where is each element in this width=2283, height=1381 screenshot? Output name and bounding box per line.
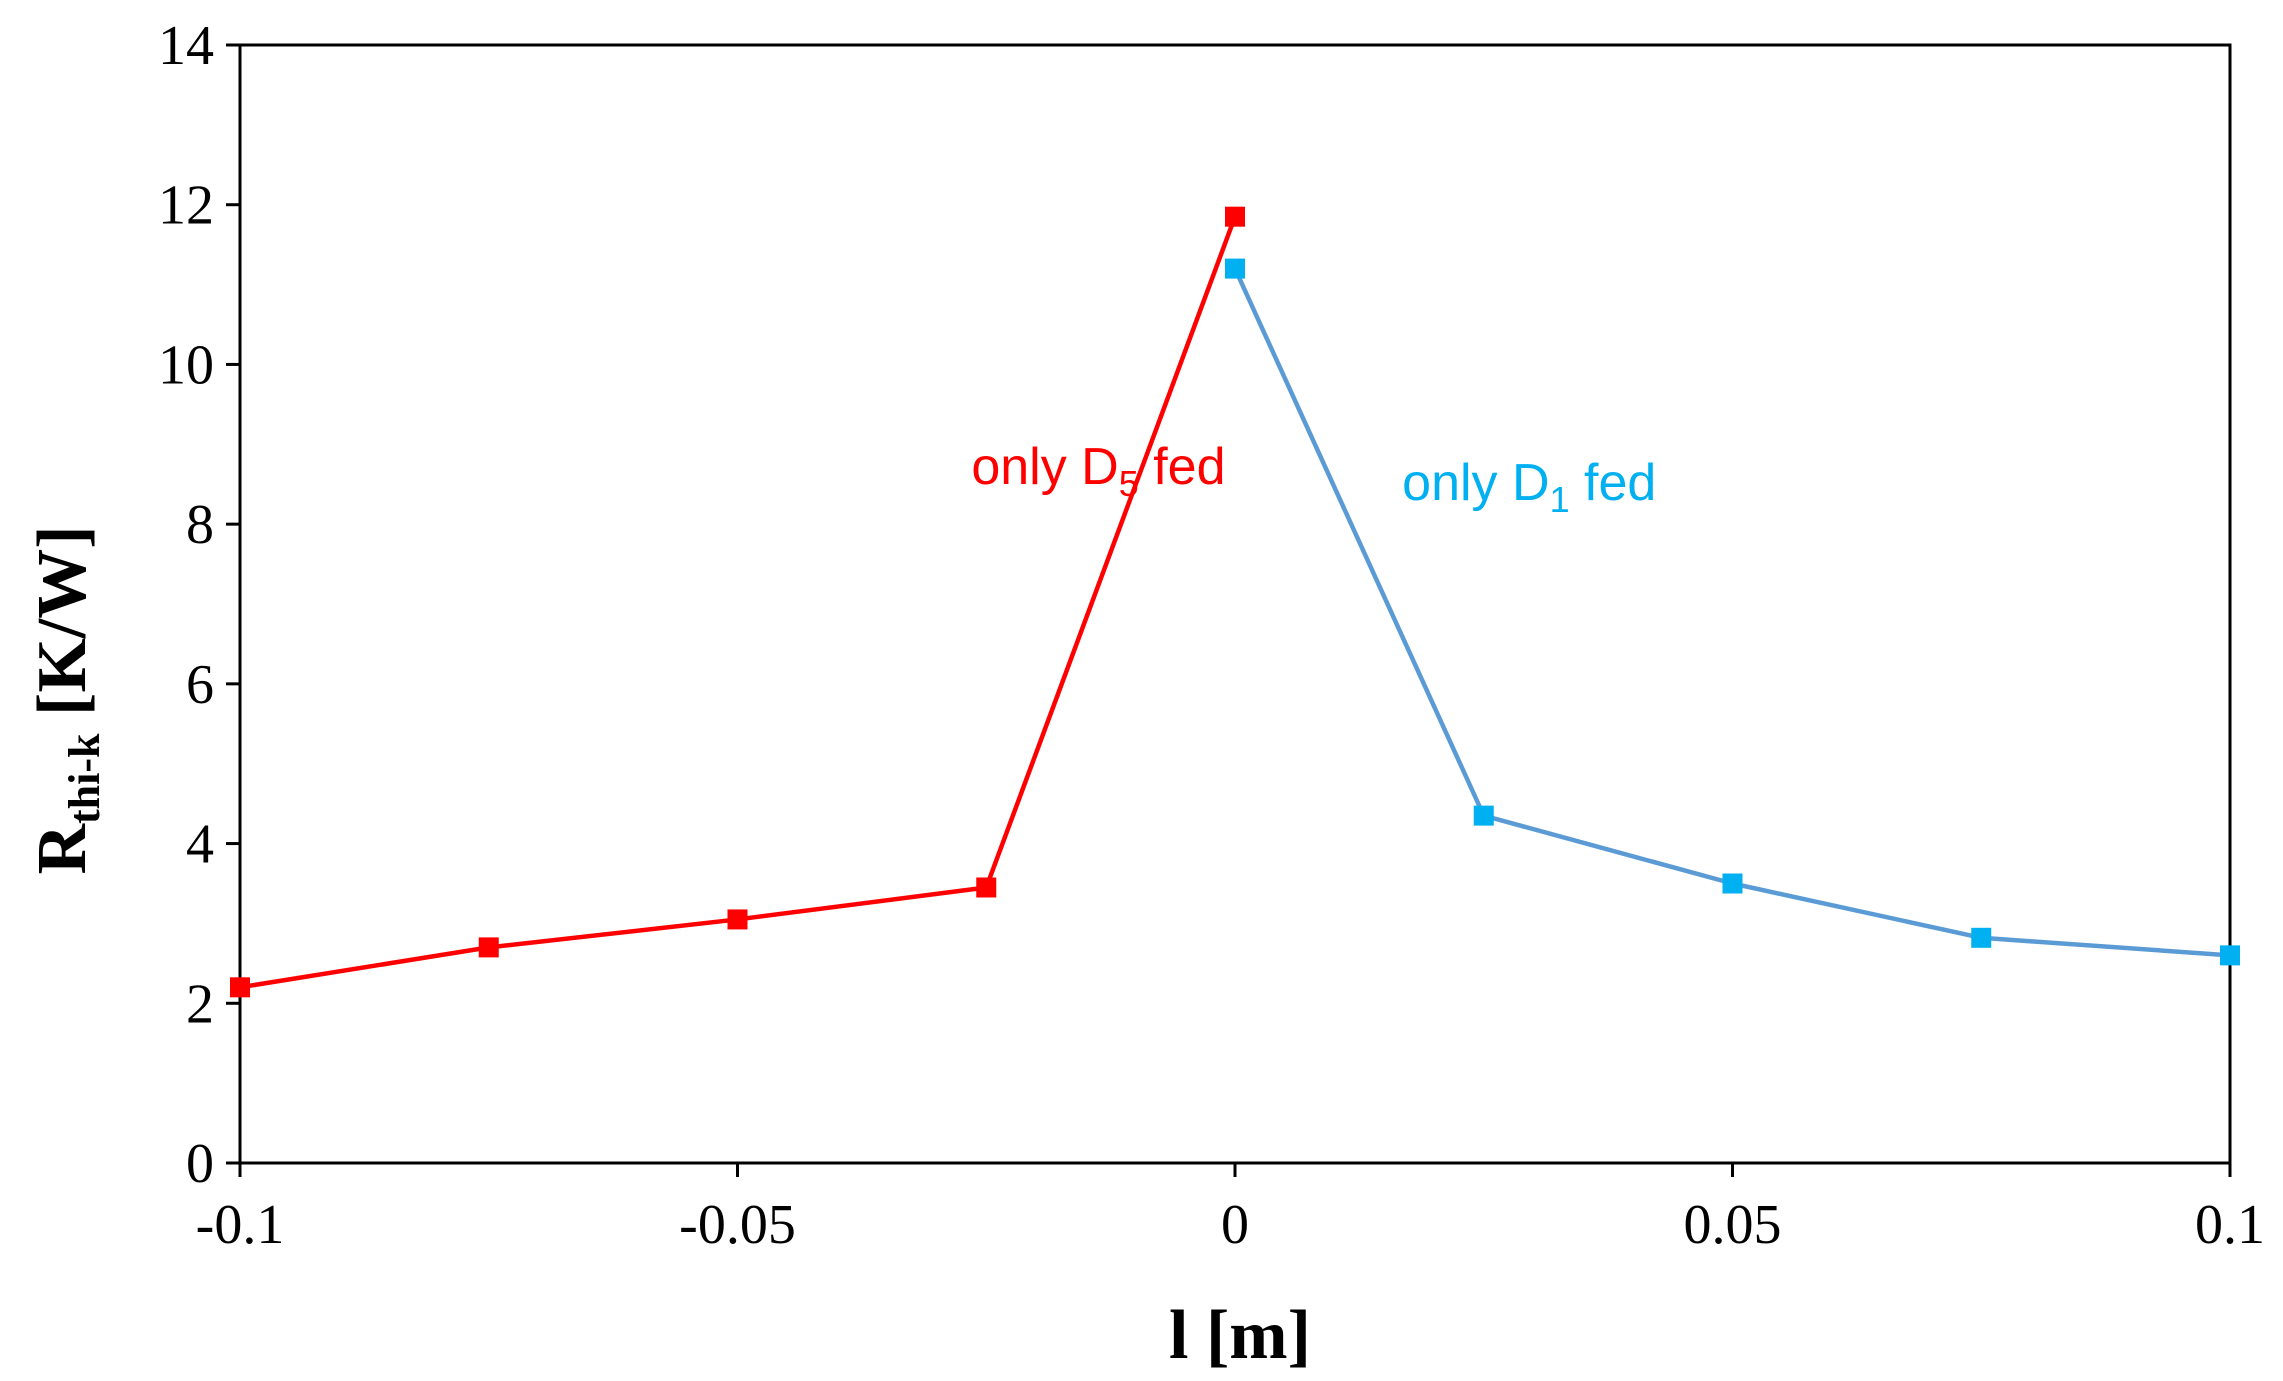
data-point — [478, 937, 499, 958]
series-line — [239, 215, 1238, 990]
x-tick-label: 0.05 — [1684, 1194, 1782, 1256]
y-tick-label: 4 — [186, 814, 214, 876]
series-line — [1232, 267, 2231, 958]
x-axis-ticks: -0.1 -0.05 0 0.05 0.1 — [196, 1163, 2265, 1256]
data-point — [727, 909, 748, 930]
x-tick-label: -0.1 — [196, 1194, 285, 1256]
series-1 — [230, 206, 1245, 998]
y-axis-title-sub: thi-k — [60, 733, 109, 824]
y-tick-label: 10 — [158, 334, 214, 396]
data-point — [1722, 873, 1743, 894]
series-layer — [230, 206, 2240, 998]
y-axis-ticks: 0 2 4 6 8 10 12 14 — [158, 15, 240, 1195]
x-axis-title: l [m] — [1169, 1297, 1311, 1374]
y-tick-label: 8 — [186, 494, 214, 556]
annotation-d1: only D1 fed — [1402, 454, 1656, 520]
x-tick-label: 0 — [1221, 1194, 1249, 1256]
data-point — [230, 977, 250, 998]
data-point — [1473, 805, 1494, 826]
y-tick-label: 2 — [186, 973, 214, 1035]
y-axis-title-unit: [K/W] — [24, 525, 101, 733]
x-tick-label: -0.05 — [679, 1194, 796, 1256]
data-point — [976, 877, 997, 898]
y-tick-label: 0 — [186, 1133, 214, 1195]
series-2 — [1225, 258, 2240, 966]
y-tick-label: 6 — [186, 654, 214, 716]
data-point — [1225, 258, 1245, 279]
y-tick-label: 12 — [158, 175, 214, 237]
data-point — [1225, 206, 1245, 227]
y-tick-label: 14 — [158, 15, 214, 77]
y-axis-title: Rthi-k [K/W] — [24, 525, 109, 874]
x-tick-label: 0.1 — [2195, 1194, 2265, 1256]
annotations: only D5 fed only D1 fed — [971, 438, 1656, 520]
y-axis-title-main: R — [24, 823, 101, 875]
annotation-d5: only D5 fed — [971, 438, 1225, 504]
data-point — [2220, 945, 2240, 966]
data-point — [1971, 927, 1992, 948]
